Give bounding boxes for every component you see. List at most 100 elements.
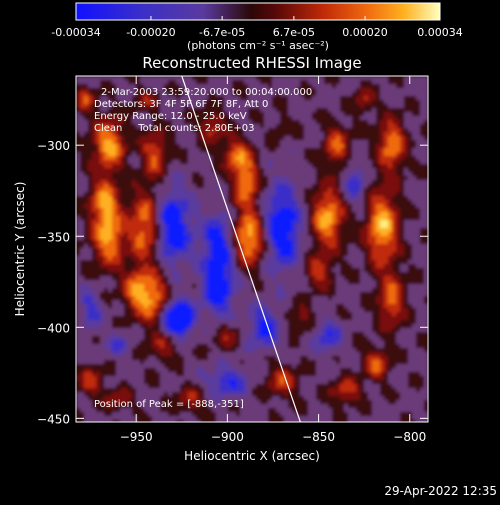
heatmap-cell — [152, 300, 157, 305]
heatmap-cell — [252, 240, 257, 245]
heatmap-cell — [128, 276, 133, 281]
heatmap-cell — [76, 276, 81, 281]
heatmap-cell — [256, 372, 261, 377]
heatmap-cell — [256, 216, 261, 221]
heatmap-cell — [300, 244, 305, 249]
heatmap-cell — [220, 388, 225, 393]
heatmap-cell — [164, 80, 169, 85]
heatmap-cell — [168, 188, 173, 193]
heatmap-cell — [180, 280, 185, 285]
heatmap-cell — [292, 248, 297, 253]
heatmap-cell — [296, 168, 301, 173]
heatmap-cell — [108, 312, 113, 317]
heatmap-cell — [172, 268, 177, 273]
heatmap-cell — [288, 212, 293, 217]
heatmap-cell — [276, 280, 281, 285]
heatmap-cell — [92, 268, 97, 273]
heatmap-cell — [212, 284, 217, 289]
heatmap-cell — [132, 148, 137, 153]
heatmap-cell — [176, 228, 181, 233]
heatmap-cell — [280, 228, 285, 233]
heatmap-cell — [144, 76, 149, 81]
heatmap-cell — [188, 316, 193, 321]
heatmap-cell — [268, 116, 273, 121]
heatmap-cell — [160, 232, 165, 237]
heatmap-cell — [120, 284, 125, 289]
heatmap-cell — [292, 316, 297, 321]
heatmap-cell — [116, 288, 121, 293]
heatmap-cell — [176, 388, 181, 393]
heatmap-cell — [256, 168, 261, 173]
heatmap-cell — [212, 156, 217, 161]
heatmap-cell — [240, 80, 245, 85]
heatmap-cell — [168, 176, 173, 181]
heatmap-cell — [92, 260, 97, 265]
heatmap-cell — [140, 80, 145, 85]
heatmap-cell — [152, 80, 157, 85]
heatmap-cell — [240, 372, 245, 377]
heatmap-cell — [264, 384, 269, 389]
heatmap-cell — [264, 308, 269, 313]
heatmap-cell — [104, 372, 109, 377]
heatmap-cell — [112, 360, 117, 365]
heatmap-cell — [204, 352, 209, 357]
heatmap-cell — [228, 180, 233, 185]
heatmap-cell — [132, 356, 137, 361]
heatmap-cell — [260, 176, 265, 181]
heatmap-cell — [200, 264, 205, 269]
heatmap-cell — [212, 320, 217, 325]
heatmap-cell — [100, 360, 105, 365]
heatmap-cell — [208, 236, 213, 241]
heatmap-cell — [108, 224, 113, 229]
heatmap-cell — [144, 364, 149, 369]
heatmap-cell — [144, 236, 149, 241]
heatmap-cell — [292, 176, 297, 181]
heatmap-cell — [204, 324, 209, 329]
heatmap-cell — [260, 332, 265, 337]
heatmap-cell — [160, 220, 165, 225]
heatmap-cell — [268, 388, 273, 393]
heatmap-cell — [268, 396, 273, 401]
heatmap-cell — [140, 228, 145, 233]
heatmap-cell — [152, 276, 157, 281]
heatmap-cell — [244, 232, 249, 237]
heatmap-cell — [300, 172, 305, 177]
heatmap-cell — [212, 244, 217, 249]
heatmap-cell — [244, 340, 249, 345]
heatmap-cell — [260, 276, 265, 281]
heatmap-cell — [208, 328, 213, 333]
heatmap-cell — [112, 136, 117, 141]
heatmap-cell — [252, 324, 257, 329]
heatmap-cell — [176, 200, 181, 205]
heatmap-cell — [252, 304, 257, 309]
heatmap-cell — [284, 412, 289, 417]
heatmap-cell — [92, 296, 97, 301]
heatmap-cell — [284, 408, 289, 413]
heatmap-cell — [256, 272, 261, 277]
heatmap-cell — [152, 284, 157, 289]
heatmap-cell — [152, 288, 157, 293]
heatmap-cell — [96, 160, 101, 165]
heatmap-cell — [292, 384, 297, 389]
heatmap-cell — [240, 312, 245, 317]
heatmap-cell — [272, 212, 277, 217]
heatmap-cell — [120, 280, 125, 285]
heatmap-cell — [196, 356, 201, 361]
heatmap-cell — [100, 252, 105, 257]
heatmap-cell — [244, 412, 249, 417]
heatmap-cell — [280, 124, 285, 129]
heatmap-cell — [96, 252, 101, 257]
heatmap-cell — [88, 192, 93, 197]
heatmap-cell — [96, 192, 101, 197]
heatmap-cell — [184, 352, 189, 357]
heatmap-cell — [128, 372, 133, 377]
heatmap-cell — [244, 140, 249, 145]
heatmap-cell — [128, 152, 133, 157]
heatmap-cell — [280, 256, 285, 261]
heatmap-cell — [92, 300, 97, 305]
heatmap-cell — [128, 144, 133, 149]
heatmap-cell — [104, 216, 109, 221]
heatmap-cell — [168, 356, 173, 361]
heatmap-cell — [248, 236, 253, 241]
heatmap-cell — [160, 148, 165, 153]
